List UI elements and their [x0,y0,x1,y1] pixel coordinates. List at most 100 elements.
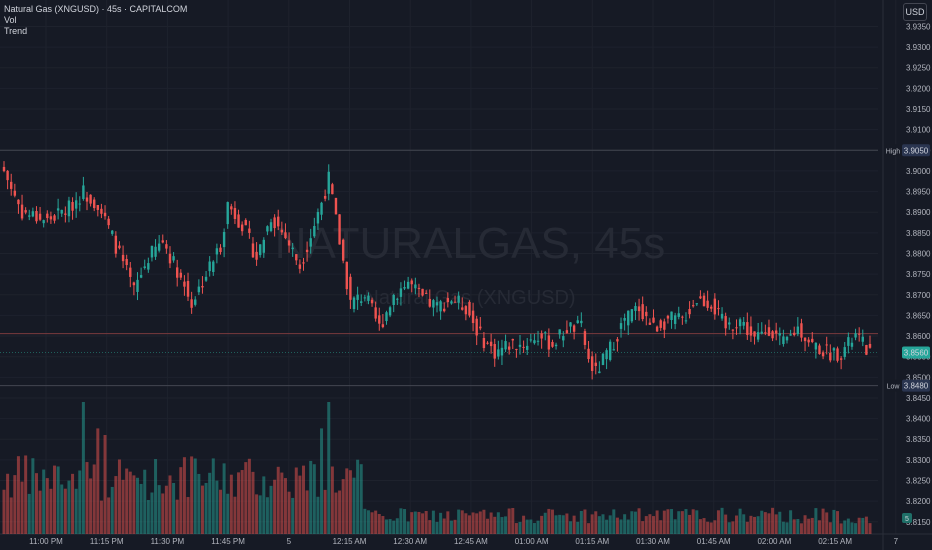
candle [316,208,320,230]
candle [143,259,146,270]
volume-bar [294,467,298,534]
y-tick-label: 3.8800 [906,249,931,258]
candle [681,315,684,325]
volume-bar [781,521,785,534]
candle [255,242,258,266]
volume-bar [558,514,562,534]
y-tick-label: 3.9350 [906,22,931,31]
candle [443,302,446,313]
volume-bar [273,479,277,534]
volume-bar [543,512,547,534]
volume-bar [359,464,363,534]
candle [392,293,395,313]
candle [749,316,753,342]
candle [677,306,680,320]
volume-bar [832,509,836,534]
candle [273,214,276,237]
candle [414,277,417,295]
volume-bar [655,510,659,534]
candle [590,351,594,380]
volume-bar [547,508,551,534]
candle [684,312,688,324]
volume-bar [821,508,825,534]
candle [569,322,572,333]
volume-bar [392,520,396,534]
volume-bar [34,473,38,534]
candle [244,218,247,226]
volume-bar [168,475,172,534]
candle [10,173,13,196]
candle [609,339,612,362]
volume-bar [31,458,35,534]
candle [320,201,323,221]
candle [796,317,800,337]
volume-bar [114,476,118,534]
candle [233,201,237,225]
candle [338,214,341,245]
candle [13,183,17,198]
candle [2,161,6,173]
candle [323,189,327,202]
currency-button[interactable]: USD [903,3,927,21]
volume-bar [727,522,731,534]
volume-bar [446,511,450,534]
volume-bar [283,478,287,534]
candle [295,254,298,265]
volume-bar [868,523,872,534]
candle [717,300,720,316]
volume-bar [190,456,194,534]
volume-bar [453,519,457,534]
candle [284,223,287,240]
volume-bar [522,515,526,534]
volume-bar [597,516,601,534]
candle [645,306,648,326]
candle [96,205,100,217]
legend-symbol[interactable]: Natural Gas (XNGUSD) · 45s · CAPITALCOM [4,4,188,14]
volume-bar [605,519,609,534]
candle [17,199,20,214]
candle [601,352,605,366]
candle [767,319,771,337]
candle [594,353,597,375]
legend-trend[interactable]: Trend [4,26,28,36]
volume-bar [814,508,818,534]
volume-bar [89,478,93,534]
candle [370,297,374,307]
volume-bar [215,480,219,534]
low-label: Low [884,379,902,392]
y-tick-label: 3.8450 [906,394,931,403]
volume-bar [688,514,692,534]
legend-vol[interactable]: Vol [4,15,17,25]
volume-bar [305,490,309,534]
volume-bar [244,462,248,534]
volume-bar [709,522,713,534]
candle [486,341,489,345]
candle [735,319,738,335]
volume-bar [182,457,186,534]
candle [627,310,630,336]
volume-bar [338,490,342,534]
candle [565,320,569,334]
candle [800,318,803,342]
candle [554,342,558,350]
volume-bar [742,514,746,534]
candle [150,245,154,262]
candle [713,293,717,320]
volume-bar [799,523,803,534]
candle [850,337,854,350]
candle [64,206,67,223]
candle [222,228,226,258]
volume-bar [410,512,414,534]
volume-bar [789,510,793,534]
low-value-badge: 3.8480 [902,379,930,392]
candle [176,259,179,287]
volume-bar [143,469,147,534]
candle [201,276,204,294]
candle [789,329,792,336]
candle [562,331,565,348]
y-tick-label: 3.9250 [906,64,931,73]
candle [558,329,561,339]
candle [655,325,659,333]
volume-bar [695,510,699,534]
